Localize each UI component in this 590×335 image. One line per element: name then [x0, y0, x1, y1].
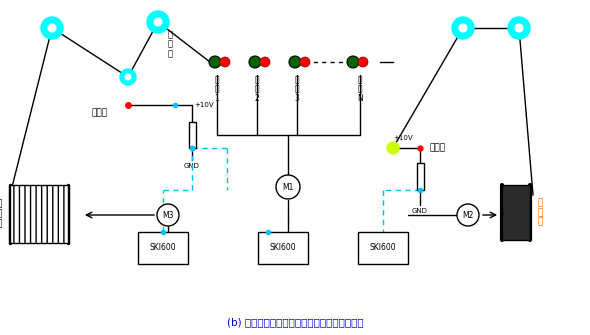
Text: 收
线
盘: 收 线 盘 [538, 198, 543, 227]
Circle shape [457, 204, 479, 226]
Circle shape [209, 56, 221, 68]
Text: 模
具
N: 模 具 N [357, 75, 363, 104]
Text: SKI600: SKI600 [370, 244, 396, 253]
Circle shape [347, 56, 359, 68]
Circle shape [260, 57, 270, 67]
Bar [417, 163, 424, 190]
Text: GND: GND [184, 163, 200, 169]
Text: 模
具
1: 模 具 1 [215, 75, 219, 104]
Circle shape [41, 17, 63, 39]
Bar [138, 232, 188, 264]
Circle shape [154, 18, 162, 26]
Text: SKI600: SKI600 [150, 244, 176, 253]
Circle shape [157, 204, 179, 226]
Text: M1: M1 [282, 183, 294, 192]
Text: 张力杆: 张力杆 [92, 109, 108, 118]
Circle shape [125, 74, 131, 80]
Text: 模
具
2: 模 具 2 [255, 75, 260, 104]
Bar [502, 185, 530, 240]
Text: (b) 主动放线恒张力收线变频控制拉丝机示意图: (b) 主动放线恒张力收线变频控制拉丝机示意图 [227, 317, 363, 327]
Text: +10V: +10V [194, 102, 214, 108]
Text: 模
具
3: 模 具 3 [294, 75, 300, 104]
Circle shape [387, 142, 399, 154]
Text: GND: GND [412, 208, 428, 214]
Circle shape [358, 57, 368, 67]
Text: 导
线
轮: 导 线 轮 [168, 30, 173, 58]
Bar [188, 122, 195, 148]
Circle shape [459, 24, 467, 32]
Circle shape [120, 69, 136, 85]
Bar [10, 185, 68, 243]
Text: 张力杆: 张力杆 [430, 143, 446, 152]
Circle shape [508, 17, 530, 39]
Circle shape [452, 17, 474, 39]
Text: M3: M3 [162, 210, 173, 219]
Circle shape [276, 175, 300, 199]
Text: +10V: +10V [393, 135, 412, 141]
Circle shape [147, 11, 169, 33]
Circle shape [515, 24, 523, 32]
Text: 放
线
盘: 放 线 盘 [0, 200, 2, 228]
Bar [258, 232, 308, 264]
Circle shape [220, 57, 230, 67]
Circle shape [300, 57, 310, 67]
Circle shape [289, 56, 301, 68]
Text: M2: M2 [463, 210, 474, 219]
Bar [358, 232, 408, 264]
Text: SKI600: SKI600 [270, 244, 296, 253]
Circle shape [249, 56, 261, 68]
Circle shape [48, 24, 56, 32]
